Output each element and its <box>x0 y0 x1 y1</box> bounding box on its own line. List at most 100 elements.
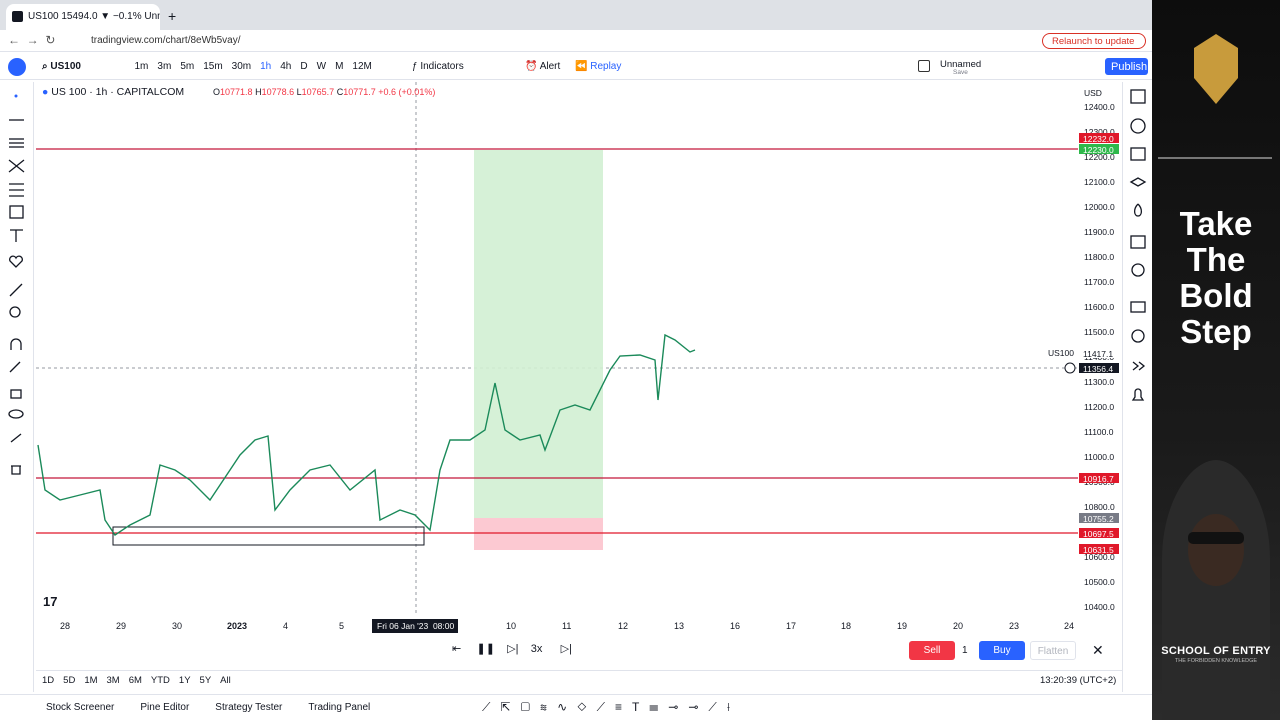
range-button[interactable]: All <box>220 675 231 686</box>
layout-icon[interactable] <box>918 60 930 72</box>
symbol-search[interactable]: ⌕ US100 <box>42 61 81 72</box>
close-label: C <box>336 87 344 97</box>
price-path <box>37 333 696 536</box>
bottom-tab[interactable]: Stock Screener <box>46 702 115 713</box>
legend-symbol: US 100 · 1h · CAPITALCOM <box>51 86 185 98</box>
headline-word: The <box>1186 241 1246 278</box>
symbol[interactable]: US100 <box>50 61 81 72</box>
headline-word: Take <box>1179 205 1253 242</box>
interval[interactable]: 15m <box>203 61 223 72</box>
replay-speed[interactable]: 3x <box>530 643 543 655</box>
replay-controls[interactable]: ⇤ ❚❚ ▷| 3x ▷| <box>452 643 572 655</box>
drawing-bar[interactable]: ⟋⇱▢≋∿◇⟋≡T☰⊸⊸⟋⟊ <box>482 700 740 714</box>
price-tick: 10500.0 <box>1084 577 1115 587</box>
interval[interactable]: D <box>300 61 308 72</box>
price-tick: 12200.0 <box>1084 152 1115 162</box>
interval[interactable]: 3m <box>157 61 172 72</box>
time-label: 2023 <box>227 621 248 631</box>
widget-icons[interactable] <box>1123 82 1153 412</box>
bottom-tab[interactable]: Pine Editor <box>140 702 190 713</box>
range-bar <box>36 670 1122 692</box>
bottom-bar <box>0 694 1152 720</box>
avatar[interactable] <box>8 58 26 76</box>
bottom-tab[interactable]: Trading Panel <box>308 702 371 713</box>
time-label: 13 <box>674 621 685 631</box>
range-button[interactable]: 1M <box>84 675 98 686</box>
interval[interactable]: 1h <box>260 61 272 72</box>
price-tick: 11300.0 <box>1084 377 1115 387</box>
time-label: 29 <box>116 621 127 631</box>
price-label: 12230.0 <box>1079 144 1119 155</box>
left-toolbar <box>0 82 34 692</box>
price-label: 11417.1 <box>1079 348 1119 359</box>
nav-buttons[interactable]: ← → ↻ <box>8 33 56 47</box>
range-box <box>112 526 425 546</box>
drawing-tools[interactable] <box>0 82 34 482</box>
change: +0.6 (+0.01%) <box>378 87 436 97</box>
range-button[interactable]: 3M <box>106 675 120 686</box>
replay-button[interactable]: ⏪ Replay <box>575 61 622 72</box>
interval[interactable]: 1m <box>134 61 149 72</box>
buy-button[interactable]: Buy <box>979 641 1025 660</box>
quantity[interactable]: 1 <box>962 645 968 656</box>
time-axis: 28 29 30 2023 4 5 10 11 12 13 16 17 18 19 20 23 24 <box>36 618 1116 634</box>
series-label: US100 <box>1048 348 1074 358</box>
price-label: 10697.5 <box>1079 528 1119 539</box>
bottom-tab[interactable]: Strategy Tester <box>215 702 283 713</box>
address-bar <box>0 30 1152 52</box>
publish-button[interactable]: Publish <box>1105 58 1148 75</box>
profit-zone <box>474 150 603 518</box>
range-button[interactable]: 5D <box>63 675 76 686</box>
price-tick: 11100.0 <box>1084 427 1114 437</box>
range-button[interactable]: 1D <box>42 675 55 686</box>
interval[interactable]: 5m <box>180 61 195 72</box>
alert-button[interactable]: ⏰ Alert <box>525 61 561 72</box>
time-label: 4 <box>283 621 289 631</box>
ranges: 1D 5D 1M 3M 6M YTD 1Y 5Y All <box>42 675 231 686</box>
indicators-button[interactable]: ƒ Indicators <box>412 61 464 72</box>
promo-panel <box>1152 0 1280 720</box>
close: 10771.7 <box>343 87 376 97</box>
price-label: 10916.7 <box>1079 473 1119 484</box>
save[interactable]: Save <box>953 69 968 76</box>
layout-name[interactable]: Unnamed <box>940 59 982 70</box>
price-label: 10755.2 <box>1079 513 1119 524</box>
range-button[interactable]: 1Y <box>178 675 191 686</box>
range-button[interactable]: 5Y <box>199 675 212 686</box>
time-label: 30 <box>172 621 183 631</box>
price-tick: 11800.0 <box>1084 252 1115 262</box>
new-tab[interactable]: + <box>168 8 177 24</box>
interval[interactable]: 30m <box>231 61 252 72</box>
time-label: 10 <box>506 621 517 631</box>
price-tick: 12300.0 <box>1084 127 1115 137</box>
price-tick: 11000.0 <box>1084 452 1115 462</box>
interval[interactable]: 4h <box>280 61 292 72</box>
range-button[interactable]: YTD <box>150 675 170 686</box>
currency[interactable]: USD <box>1084 88 1102 98</box>
close-replay[interactable]: ✕ <box>1092 642 1104 658</box>
replay[interactable]: Replay <box>590 61 622 72</box>
chart-area[interactable]: 17 US100 <box>36 82 1078 615</box>
crosshair-plus[interactable] <box>1064 362 1076 374</box>
browser-tab[interactable]: US100 15494.0 ▼ −0.1% Unna <box>6 4 160 30</box>
promo-headline: Take The Bold Step <box>1152 205 1280 355</box>
indicators[interactable]: Indicators <box>420 61 464 72</box>
time-label: 16 <box>730 621 741 631</box>
alert[interactable]: Alert <box>539 61 561 72</box>
promo-art <box>1158 34 1272 720</box>
sell-button[interactable]: Sell <box>909 641 955 660</box>
relaunch-button[interactable]: Relaunch to update <box>1042 33 1146 49</box>
interval[interactable]: 12M <box>352 61 372 72</box>
loss-zone <box>474 518 603 550</box>
interval[interactable]: M <box>335 61 344 72</box>
price-tick: 11600.0 <box>1084 302 1115 312</box>
price-label: 11356.4 <box>1079 363 1119 374</box>
price-tick: 11900.0 <box>1084 227 1115 237</box>
range-button[interactable]: 6M <box>128 675 142 686</box>
time-label: 18 <box>841 621 852 631</box>
time-label: 24 <box>1064 621 1075 631</box>
interval[interactable]: W <box>316 61 327 72</box>
flatten-button[interactable]: Flatten <box>1030 641 1076 660</box>
browser-tabs <box>0 0 1152 30</box>
url[interactable]: tradingview.com/chart/8eWb5vay/ <box>91 35 241 46</box>
